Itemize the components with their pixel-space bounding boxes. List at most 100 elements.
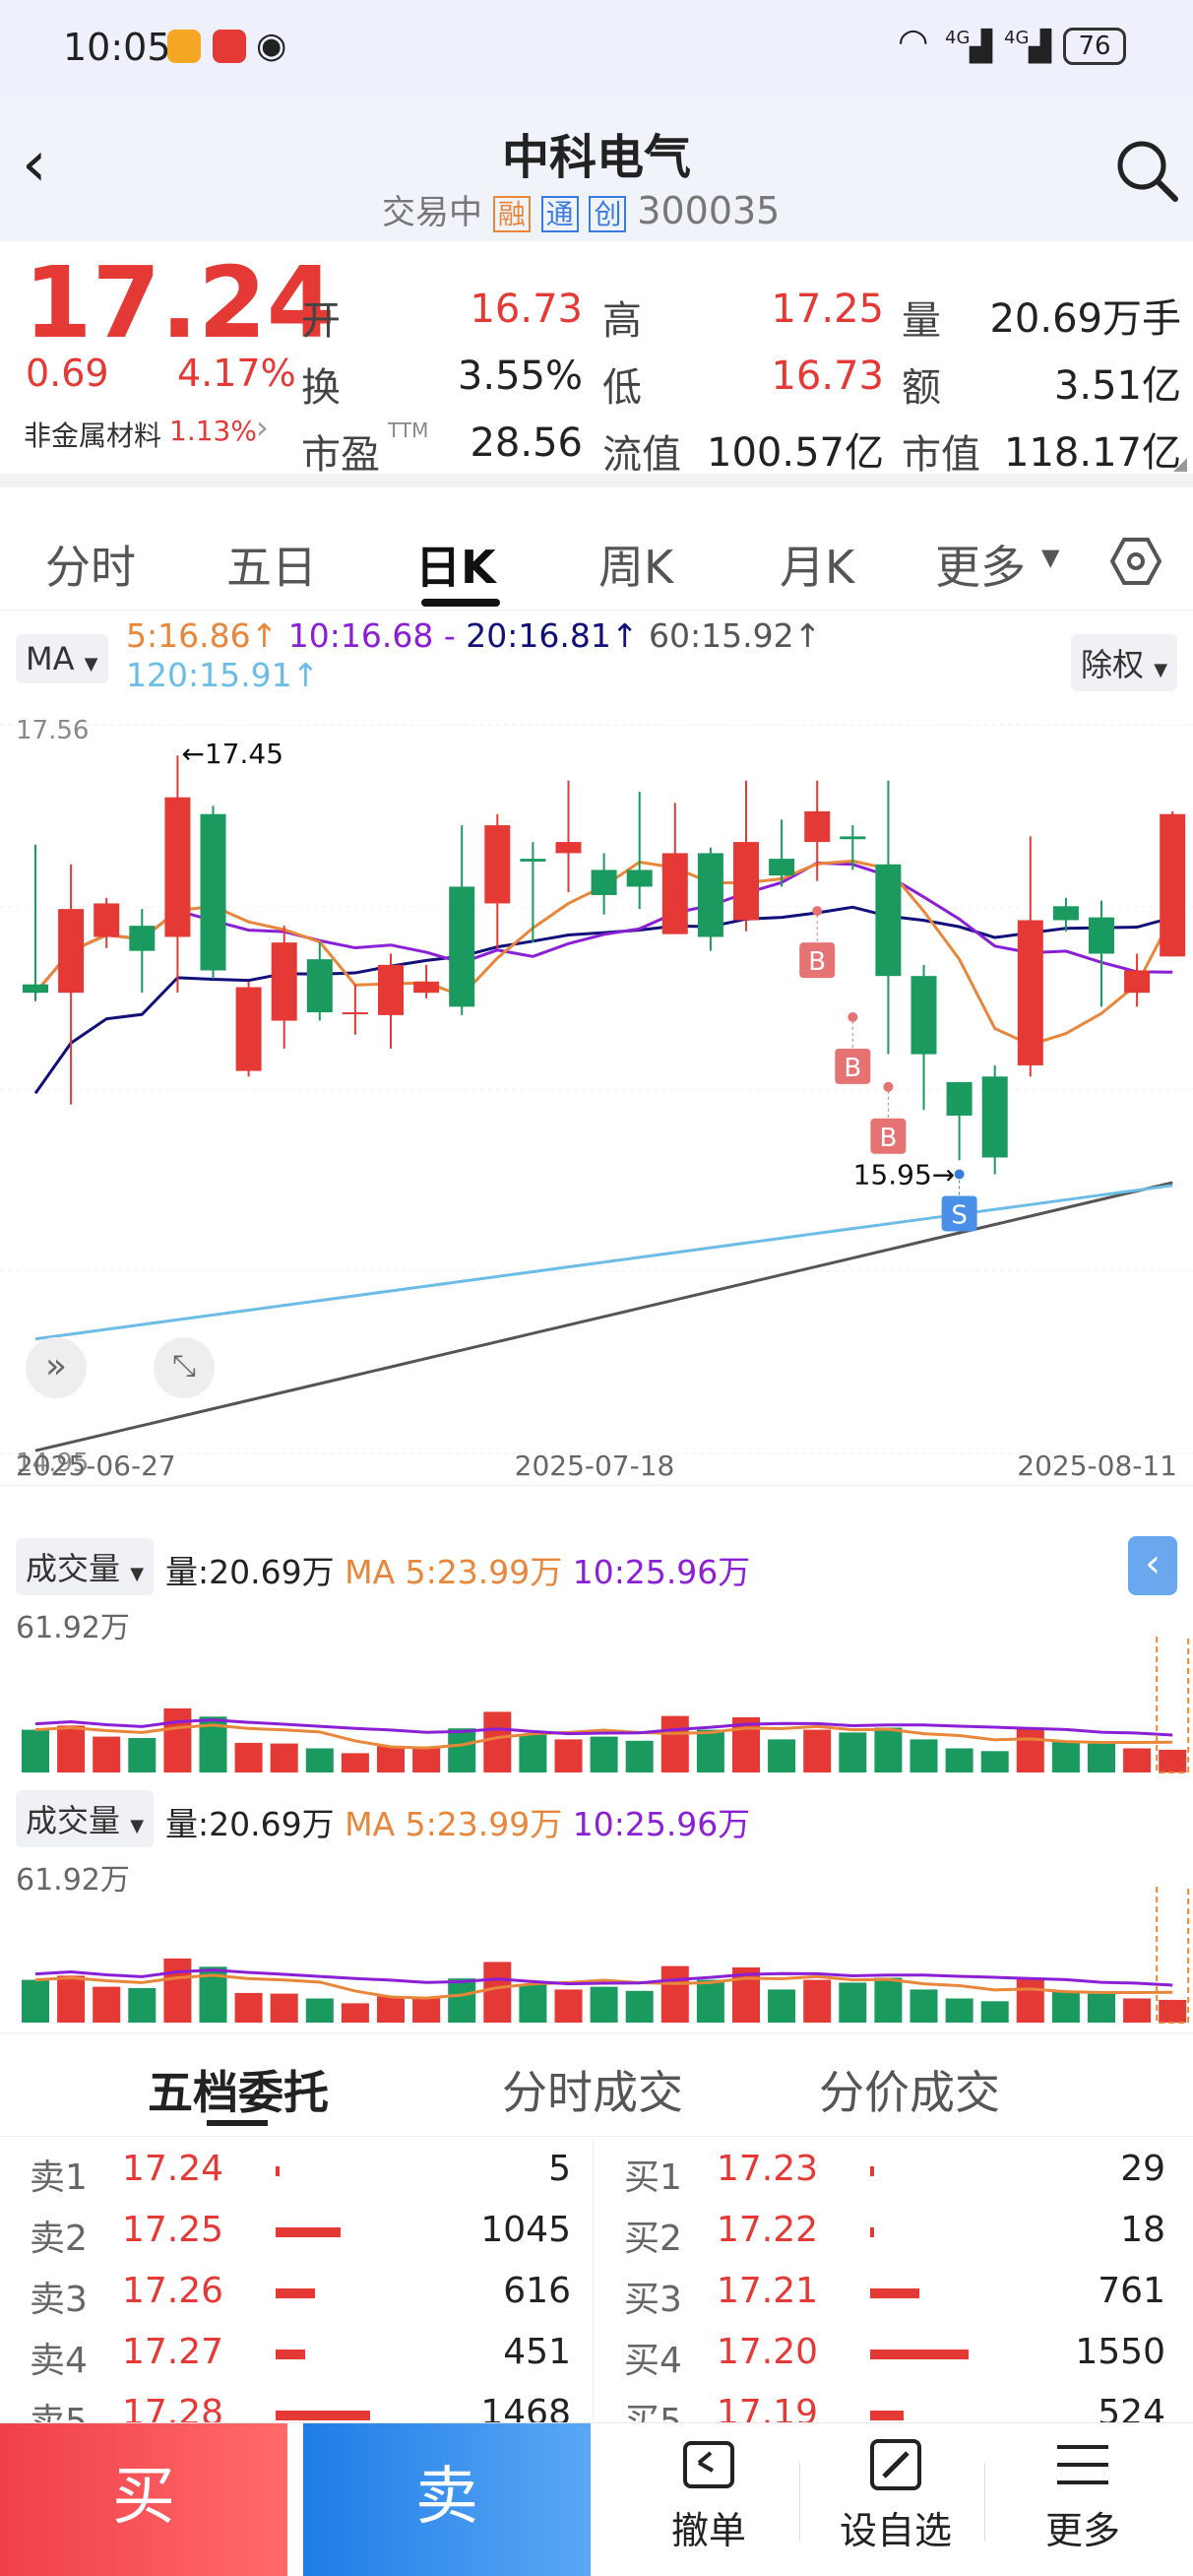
volume-bar[interactable] [483,1711,512,1772]
candle-body[interactable] [661,853,688,934]
candle-body[interactable] [520,859,546,862]
ma-selector[interactable]: MA ▼ [16,634,108,683]
volume-bar[interactable] [270,1993,298,2023]
tab-intraday[interactable]: 分时 [45,541,136,594]
volume-bar[interactable] [803,1729,832,1772]
candle-body[interactable] [129,926,156,951]
expand-corner-icon[interactable] [1173,458,1187,472]
buy-marker[interactable] [870,1118,907,1154]
candle-body[interactable] [1017,920,1043,1065]
volume-bar[interactable] [57,1975,86,2023]
volume-selector[interactable]: 成交量 ▼ [16,1538,155,1595]
candle-body[interactable] [484,825,511,904]
candle-body[interactable] [58,909,85,994]
volume-bar[interactable] [519,1734,547,1773]
settings-icon[interactable] [1110,536,1162,587]
volume-bar[interactable] [270,1743,298,1772]
volume-bar[interactable] [1159,1749,1187,1772]
candle-body[interactable] [555,842,582,854]
add-watchlist-button[interactable]: 设自选 [817,2433,974,2571]
volume-bar[interactable] [945,1748,973,1773]
tab-five-day[interactable]: 五日 [226,541,317,594]
expand-left-icon[interactable]: » [26,1337,87,1398]
sector-name[interactable]: 非金属材料 [24,419,162,452]
volume-bar[interactable] [1123,1748,1152,1773]
caret-down-icon[interactable]: ▼ [1041,544,1060,571]
candle-body[interactable] [271,942,297,1021]
volume-bar[interactable] [128,1738,157,1772]
candle-body[interactable] [769,859,795,876]
volume-bar[interactable] [910,1739,938,1772]
volume-bar[interactable] [341,2003,369,2023]
volume-selector[interactable]: 成交量 ▼ [16,1790,155,1847]
volume-bar[interactable] [839,1982,867,2023]
volume-chart[interactable] [0,1885,1193,2032]
candle-body[interactable] [591,869,617,895]
volume-bar[interactable] [93,1986,121,2023]
candle-body[interactable] [626,869,653,887]
volume-bar[interactable] [519,1984,547,2024]
candle-body[interactable] [1160,813,1186,957]
ex-rights-selector[interactable]: 除权 ▼ [1071,634,1178,691]
volume-bar[interactable] [590,1986,618,2023]
volume-bar[interactable] [234,1742,263,1772]
candle-body[interactable] [697,853,723,937]
volume-bar[interactable] [448,1728,476,1772]
candle-body[interactable] [413,981,440,994]
volume-bar[interactable] [874,1977,903,2024]
candle-body[interactable] [875,864,902,977]
back-icon[interactable]: ‹ [22,128,47,201]
volume-bar[interactable] [1088,1993,1115,2023]
tab-price-volume[interactable]: 分价成交 [819,2066,1000,2119]
buy-button[interactable]: 买 [0,2423,287,2576]
candle-body[interactable] [840,836,866,840]
volume-bar[interactable] [305,1998,334,2024]
volume-bar[interactable] [412,1748,441,1773]
candle-body[interactable] [804,810,831,843]
volume-bar[interactable] [163,1707,192,1772]
candle-body[interactable] [1052,906,1079,921]
volume-bar[interactable] [1051,1741,1080,1773]
sell-button[interactable]: 卖 [303,2423,591,2576]
volume-bar[interactable] [305,1748,334,1773]
tab-more[interactable]: 更多 [935,541,1026,594]
candle-body[interactable] [164,797,191,937]
volume-bar[interactable] [22,1979,49,2023]
candle-body[interactable] [23,984,48,994]
volume-bar[interactable] [803,1979,832,2023]
candle-body[interactable] [1089,917,1114,954]
volume-bar[interactable] [93,1736,121,1772]
candle-body[interactable] [378,964,404,1015]
volume-bar[interactable] [483,1962,512,2023]
volume-bar[interactable] [768,1739,796,1772]
volume-bar[interactable] [1159,1999,1187,2023]
volume-bar[interactable] [341,1753,369,1772]
fullscreen-icon[interactable]: ⤡ [154,1337,215,1398]
volume-bar[interactable] [234,1992,263,2023]
volume-bar[interactable] [1123,1998,1152,2024]
collapse-left-icon[interactable]: ‹ [1128,1536,1177,1595]
candlestick-chart[interactable]: 17.56 14.95 ←17.45 15.95→ B B B S 2025-06-27 2025… [0,705,1193,1483]
candle-body[interactable] [94,903,120,937]
volume-bar[interactable] [980,2001,1009,2023]
candle-body[interactable] [946,1081,973,1116]
volume-bar[interactable] [696,1979,724,2023]
search-icon[interactable] [1114,138,1179,203]
tab-tick-trades[interactable]: 分时成交 [502,2066,683,2119]
candle-body[interactable] [910,976,937,1055]
volume-bar[interactable] [377,1746,405,1772]
buy-marker[interactable] [799,942,836,979]
sector-pct[interactable]: 1.13% [169,415,257,447]
volume-bar[interactable] [128,1988,157,2023]
candle-body[interactable] [449,886,475,1007]
volume-bar[interactable] [696,1729,724,1772]
volume-bar[interactable] [1051,1991,1080,2024]
sell-marker[interactable] [941,1195,977,1232]
candle-body[interactable] [1124,970,1151,994]
volume-bar[interactable] [945,1998,973,2024]
volume-chart[interactable] [0,1635,1193,1782]
volume-bar[interactable] [768,1989,796,2023]
candle-body[interactable] [733,842,759,921]
volume-bar[interactable] [1016,1977,1044,2024]
volume-bar[interactable] [874,1727,903,1773]
